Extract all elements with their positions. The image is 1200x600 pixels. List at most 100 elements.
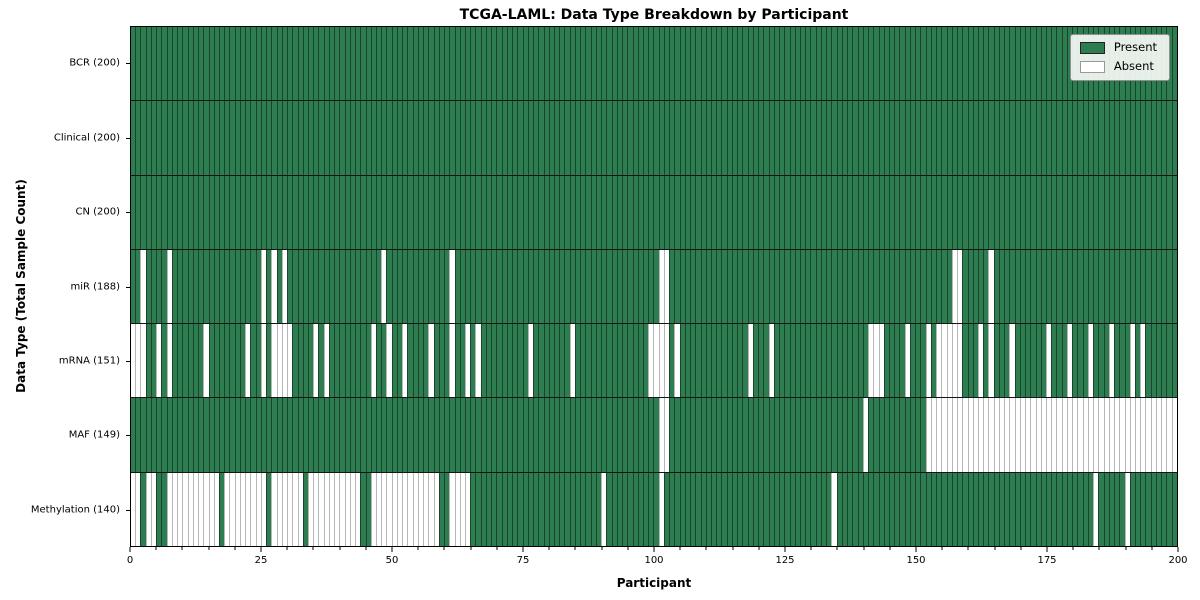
heatmap-cell [590,249,596,324]
heatmap-cell [313,175,319,249]
heatmap-cell [873,324,879,398]
heatmap-cell [569,249,575,324]
x-minor-tick-mark [941,547,943,550]
heatmap-cell [800,27,806,101]
heatmap-cell [684,175,691,249]
heatmap-cell [370,324,377,398]
y-tick-label: MAF (149) [68,429,120,441]
heatmap-cell [449,472,455,546]
heatmap-cell [972,472,978,546]
heatmap-cell [637,398,643,472]
heatmap-cell [972,175,978,249]
heatmap-cell [313,324,319,398]
heatmap-cell [527,27,534,101]
heatmap-cell [548,101,554,175]
heatmap-cell [344,101,350,175]
heatmap-cell [695,27,701,101]
heatmap-cell [998,101,1005,175]
heatmap-cell [831,101,837,175]
heatmap-cell [622,175,628,249]
heatmap-cell [742,398,748,472]
heatmap-cell [376,398,382,472]
heatmap-cell [972,27,978,101]
heatmap-cell [344,27,350,101]
heatmap-cell [287,472,293,546]
heatmap-cell [820,249,827,324]
heatmap-cell [868,249,874,324]
heatmap-cell [752,27,759,101]
heatmap-cell [862,27,869,101]
heatmap-cell [239,398,246,472]
heatmap-cell [1166,398,1172,472]
heatmap-cell [977,101,984,175]
heatmap-cell [941,472,947,546]
legend-present-label: Present [1113,40,1157,55]
heatmap-cell [1040,472,1047,546]
heatmap-cell [150,324,157,398]
heatmap-cell [161,249,167,324]
heatmap-cell [522,398,528,472]
heatmap-cell [391,398,397,472]
heatmap-cell [407,249,413,324]
heatmap-cell [1124,175,1130,249]
heatmap-cell [255,27,261,101]
heatmap-cell [1140,175,1146,249]
heatmap-cell [852,472,858,546]
heatmap-cell [260,398,267,472]
heatmap-cell [192,324,199,398]
heatmap-cell [313,398,319,472]
heatmap-cell [417,249,424,324]
heatmap-cell [1082,175,1088,249]
heatmap-cell [376,101,382,175]
heatmap-cell [1166,324,1172,398]
heatmap-cell [653,472,659,546]
heatmap-cell [407,175,413,249]
heatmap-cell [438,324,445,398]
heatmap-cell [690,398,696,472]
heatmap-cell [522,27,528,101]
heatmap-cell [627,101,633,175]
heatmap-cell [1135,175,1141,249]
heatmap-cell [742,472,748,546]
heatmap-cell [998,249,1005,324]
heatmap-cell [1025,101,1031,175]
x-minor-tick-mark [286,547,288,550]
heatmap-cell [1040,101,1047,175]
heatmap-cell [245,175,251,249]
heatmap-cell [522,472,528,546]
heatmap-cell [522,249,528,324]
heatmap-cell [1066,27,1073,101]
x-tick-mark [129,547,131,552]
heatmap-cell [962,472,968,546]
heatmap-cell [465,101,471,175]
heatmap-cell [271,324,277,398]
heatmap-cell [475,27,481,101]
heatmap-cell [637,101,643,175]
heatmap-cell [1066,249,1073,324]
heatmap-cell [705,472,712,546]
heatmap-cell [355,175,361,249]
heatmap-cell [234,472,240,546]
heatmap-cell [601,472,607,546]
heatmap-cell [297,398,303,472]
heatmap-cell [234,175,240,249]
heatmap-cell [941,398,947,472]
heatmap-cell [920,101,926,175]
heatmap-cell [339,324,345,398]
heatmap-cell [307,472,314,546]
heatmap-cell [1061,324,1067,398]
heatmap-cell [1056,27,1062,101]
heatmap-cell [731,101,738,175]
heatmap-cell [642,324,649,398]
heatmap-cell [203,27,209,101]
heatmap-cell [208,324,214,398]
heatmap-cell [203,472,209,546]
heatmap-cell [805,27,811,101]
heatmap-cell [255,249,261,324]
heatmap-cell [187,101,193,175]
heatmap-cell [292,27,298,101]
heatmap-cell [234,249,240,324]
heatmap-cell [611,324,617,398]
heatmap-cell [1166,472,1172,546]
heatmap-cell [962,249,968,324]
